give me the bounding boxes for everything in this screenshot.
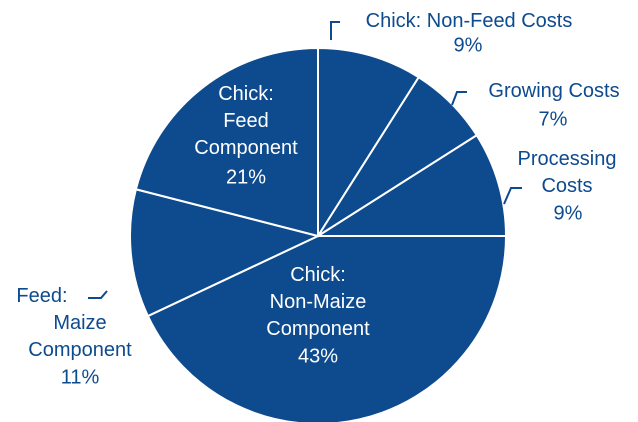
slice-label: Chick: Non-Maize Component [266, 264, 370, 340]
pie-slice [134, 46, 319, 238]
slice-label: Feed: Maize Component [16, 285, 132, 361]
label-line: Component [194, 137, 298, 159]
slice-label: Chick: Non-Feed Costs [366, 10, 573, 32]
pie-slice [317, 46, 421, 240]
leader-line [330, 21, 340, 40]
leader-line [88, 290, 108, 299]
label-line: Non-Maize [270, 291, 367, 313]
label-line: Feed [223, 110, 269, 132]
slice-label: Chick: Feed Component [194, 83, 298, 159]
pie-slice [314, 133, 508, 237]
slice-label: Growing Costs [488, 80, 619, 102]
label-line: Feed: [16, 285, 67, 307]
value-label: 43% [298, 345, 338, 367]
slice-label: Processing Costs [518, 148, 617, 197]
label-line: Chick: Non-Feed Costs [366, 10, 573, 32]
label-line: Chick: [290, 264, 346, 286]
label-line: Component [28, 339, 132, 361]
leader-line [503, 187, 522, 205]
leader-line [451, 91, 467, 106]
value-label: 9% [554, 202, 583, 224]
value-label: 9% [454, 34, 483, 56]
label-line: Maize [53, 312, 106, 334]
label-line: Costs [541, 175, 592, 197]
value-label: 7% [539, 108, 568, 130]
pie-slice [129, 188, 321, 318]
value-label: 21% [226, 166, 266, 188]
label-line: Component [266, 318, 370, 340]
pie-slice [146, 235, 508, 422]
label-line: Chick: [218, 83, 274, 105]
value-label: 11% [61, 366, 100, 388]
label-line: Growing Costs [488, 80, 619, 102]
label-line: Processing [518, 148, 617, 170]
